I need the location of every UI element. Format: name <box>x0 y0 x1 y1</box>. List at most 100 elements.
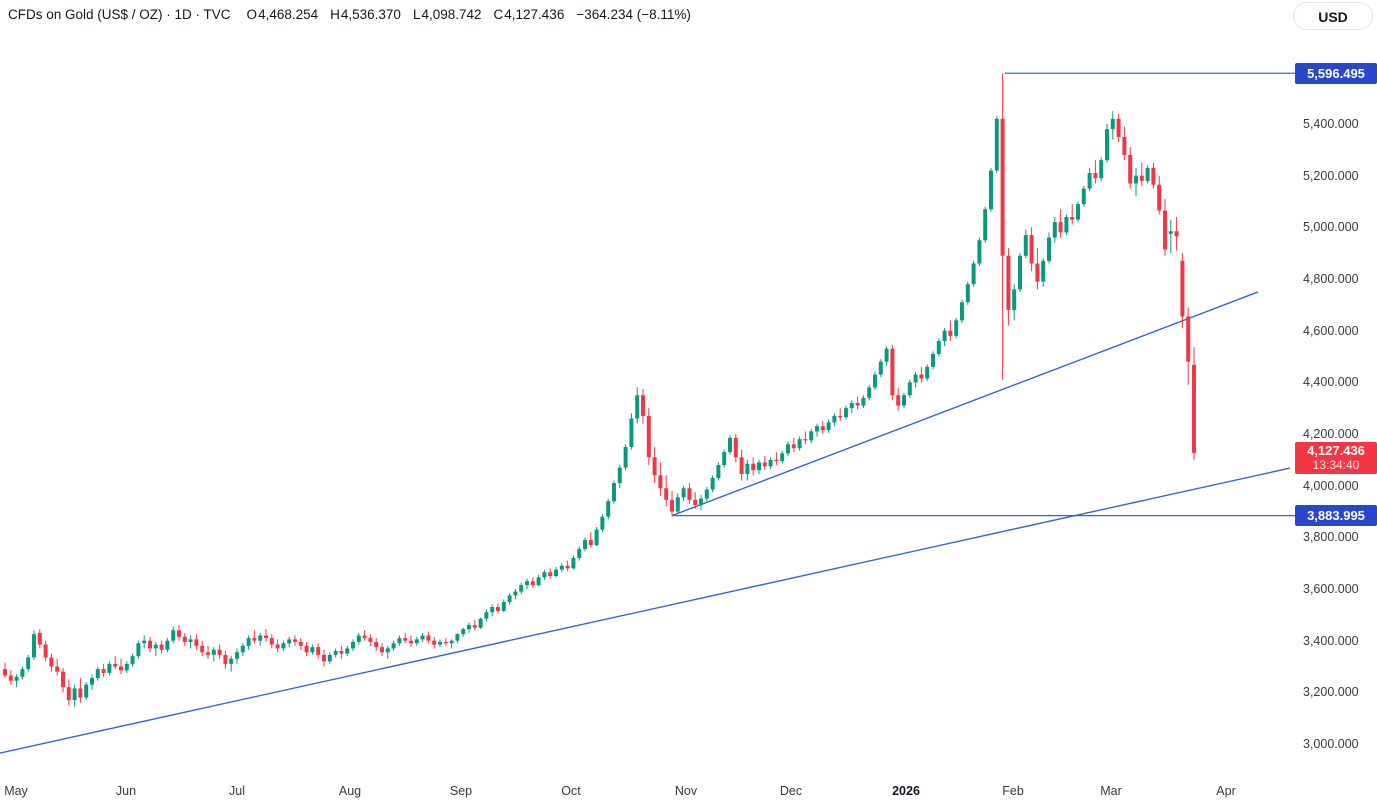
time-tick: May <box>4 784 28 798</box>
candle-body <box>925 366 930 379</box>
candle-body <box>931 353 935 367</box>
candle-body <box>577 548 582 558</box>
price-tick: 4,200.000 <box>1303 427 1359 441</box>
candle-body <box>687 488 692 500</box>
candle-body <box>455 634 460 641</box>
candle-body <box>136 643 141 657</box>
candle-body <box>722 452 727 465</box>
candle-body <box>849 403 854 409</box>
candle-body <box>66 687 71 701</box>
candle-body <box>1070 217 1075 220</box>
candle-body <box>948 330 953 336</box>
steep-uptrend-line[interactable] <box>671 291 1259 517</box>
candle-body <box>287 639 292 644</box>
candle-body <box>513 591 518 596</box>
candle-body <box>1058 222 1063 233</box>
time-tick: Dec <box>779 784 803 798</box>
price-axis[interactable]: 5,400.000 5,200.000 5,000.000 4,800.000 4,60… <box>1295 0 1377 780</box>
candle-body <box>240 645 245 653</box>
candle-body <box>815 426 819 432</box>
candle-body <box>443 641 448 644</box>
candle-body <box>554 569 558 577</box>
candle-body <box>1151 167 1156 185</box>
candle-body <box>124 663 129 671</box>
candle-body <box>472 625 477 628</box>
candle-body <box>902 395 906 406</box>
long-uptrend-line[interactable] <box>0 467 1291 754</box>
candle-body <box>1023 235 1028 256</box>
candle-body <box>1093 173 1098 179</box>
candle-body <box>809 431 814 441</box>
close-readout: C4,127.436 <box>493 7 565 22</box>
time-axis[interactable]: May Jun Jul Aug Sep Oct Nov Dec 2026 Feb Mar Apr <box>0 782 1295 803</box>
candle-body <box>1192 364 1196 453</box>
candle-body <box>617 467 622 484</box>
candle-body <box>484 612 489 619</box>
candle-body <box>391 643 396 649</box>
candle-body <box>1081 188 1086 205</box>
change-readout: −364.234 (−8.11%) <box>576 7 691 22</box>
candle-body <box>681 488 686 498</box>
candle-body <box>322 654 326 662</box>
candle-body <box>1041 260 1046 282</box>
time-tick: Jun <box>115 784 137 798</box>
candle-body <box>420 635 425 640</box>
candle-body <box>339 651 344 654</box>
candle-body <box>600 516 605 530</box>
candle-body <box>907 382 912 396</box>
candle-body <box>246 638 251 646</box>
candle-body <box>855 403 860 406</box>
candle-body <box>728 437 732 453</box>
open-readout: O4,468.254 <box>246 7 319 22</box>
candle-body <box>896 395 901 406</box>
time-tick: Jul <box>229 784 245 798</box>
candle-body <box>548 572 553 577</box>
candle-body <box>264 635 268 639</box>
candle-body <box>803 439 808 441</box>
candle-body <box>90 678 94 685</box>
symbol-title[interactable]: CFDs on Gold (US$ / OZ) · 1D · TVC <box>8 7 231 22</box>
time-tick: Mar <box>1100 784 1122 798</box>
candle-body <box>739 457 744 475</box>
candle-body <box>786 444 790 454</box>
candle-body <box>119 666 123 671</box>
candle-body <box>1139 175 1144 181</box>
candle-body <box>298 641 303 646</box>
candle-body <box>113 663 118 667</box>
symbol-header: CFDs on Gold (US$ / OZ) · 1D · TVC O4,46… <box>8 7 691 22</box>
candle-body <box>565 565 570 569</box>
currency-button[interactable]: USD <box>1293 2 1373 30</box>
candle-body <box>153 644 158 649</box>
candle-body <box>530 581 535 586</box>
time-tick: Apr <box>1216 784 1236 798</box>
candle-body <box>432 640 437 645</box>
candle-body <box>43 644 48 658</box>
candle-body <box>675 497 680 512</box>
candle-body <box>1029 235 1034 264</box>
candle-body <box>635 395 640 419</box>
candle-body <box>670 499 674 512</box>
candle-body <box>95 669 100 679</box>
candle-body <box>223 654 228 664</box>
candle-body <box>971 263 976 285</box>
candle-body <box>478 618 483 628</box>
candle-body <box>664 488 669 500</box>
candle-body <box>716 465 721 478</box>
candle-body <box>356 635 361 642</box>
candle-body <box>32 634 36 658</box>
candle-body <box>606 501 611 517</box>
candle-body <box>658 475 663 489</box>
candle-body <box>559 565 564 570</box>
candle-body <box>1180 260 1185 317</box>
candle-body <box>130 656 135 664</box>
candle-body <box>1087 173 1092 189</box>
candle-body <box>588 539 593 546</box>
candle-body <box>699 498 703 506</box>
candle-body <box>873 374 877 388</box>
candle-body <box>954 320 959 336</box>
price-tick: 3,000.000 <box>1303 737 1359 751</box>
candle-body <box>571 558 576 569</box>
time-tick: Aug <box>338 784 362 798</box>
candle-body <box>345 648 350 654</box>
